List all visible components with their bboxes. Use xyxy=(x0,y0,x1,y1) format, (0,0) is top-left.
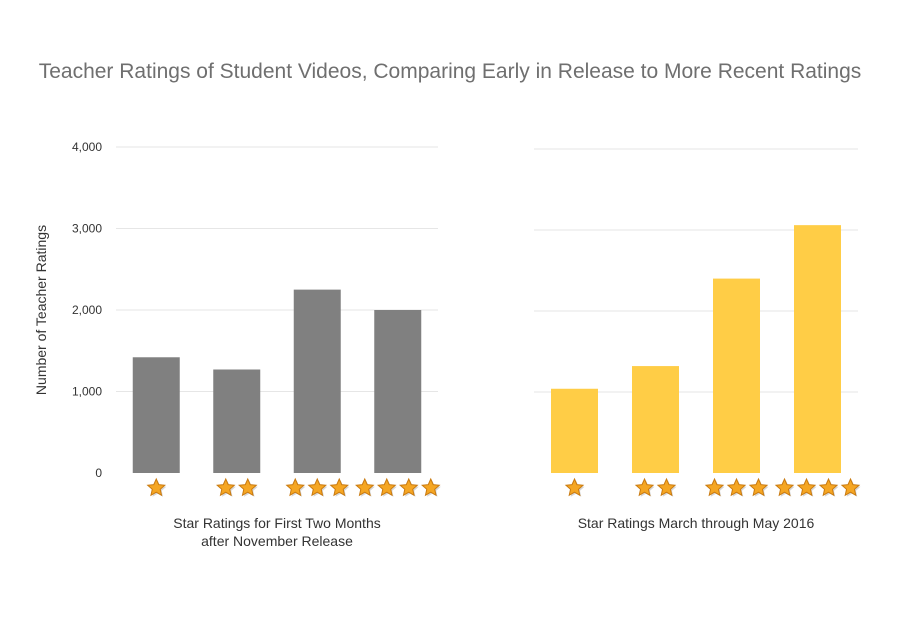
star-icon xyxy=(818,477,839,497)
star-icon xyxy=(796,477,817,497)
star-icon xyxy=(840,477,861,497)
chart-title: Teacher Ratings of Student Videos, Compa… xyxy=(38,60,862,83)
star-icon xyxy=(656,477,677,497)
star-icon xyxy=(329,477,349,497)
y-tick-label: 0 xyxy=(95,466,102,480)
bar xyxy=(374,310,422,473)
bar xyxy=(794,225,841,473)
y-tick-label: 3,000 xyxy=(72,222,102,236)
star-icon xyxy=(146,477,166,497)
star-icon xyxy=(704,477,725,497)
bar xyxy=(632,366,679,473)
star-icon xyxy=(399,477,419,497)
star-icon xyxy=(377,477,397,497)
star-icon xyxy=(421,477,441,497)
y-axis-title: Number of Teacher Ratings xyxy=(33,225,49,395)
y-tick-label: 2,000 xyxy=(72,303,102,317)
bar xyxy=(551,388,598,473)
y-tick-label: 1,000 xyxy=(72,385,102,399)
bar xyxy=(132,357,180,473)
x-axis-title: Star Ratings March through May 2016 xyxy=(578,515,815,531)
bar xyxy=(293,289,341,473)
star-icon xyxy=(307,477,327,497)
star-icon xyxy=(564,477,585,497)
star-icon xyxy=(285,477,305,497)
bar xyxy=(213,369,261,473)
x-axis-title: after November Release xyxy=(201,533,353,549)
y-tick-label: 4,000 xyxy=(72,140,102,154)
star-icon xyxy=(216,477,236,497)
star-icon xyxy=(634,477,655,497)
bar xyxy=(713,278,760,473)
star-icon xyxy=(774,477,795,497)
star-icon xyxy=(748,477,769,497)
x-axis-title: Star Ratings for First Two Months xyxy=(173,515,380,531)
star-icon xyxy=(355,477,375,497)
star-icon xyxy=(238,477,258,497)
star-icon xyxy=(726,477,747,497)
